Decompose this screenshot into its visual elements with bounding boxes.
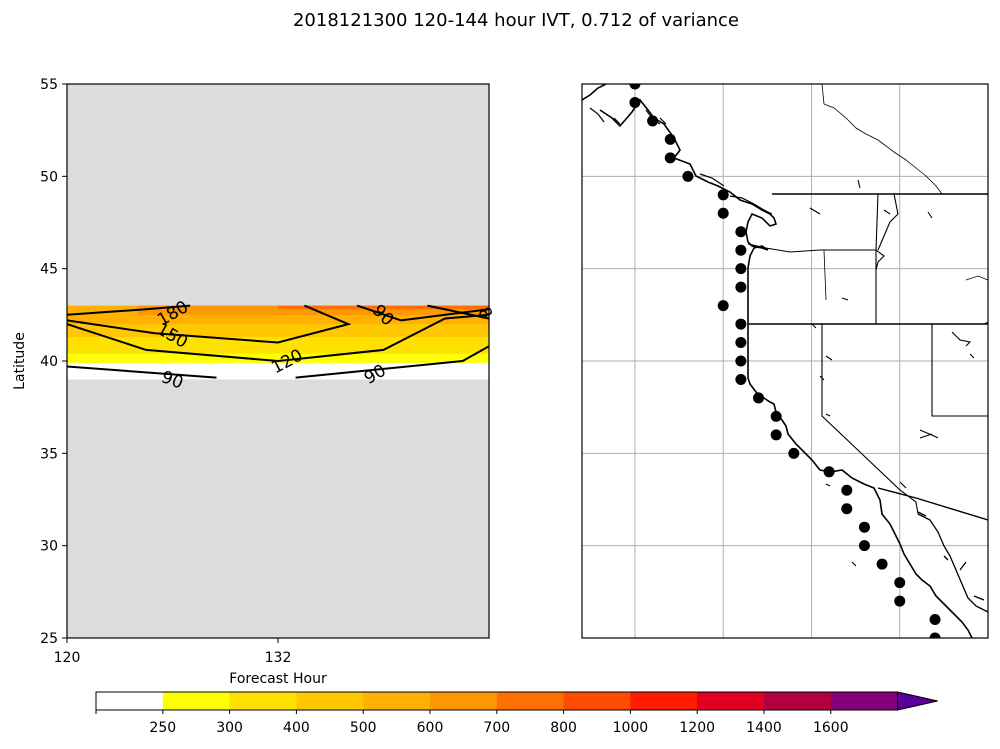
coastal-point bbox=[770, 410, 782, 422]
map-gridlines bbox=[582, 84, 988, 638]
lakes bbox=[809, 179, 975, 567]
coastal-point bbox=[753, 392, 765, 404]
map-axes-frame bbox=[581, 83, 989, 639]
colorbar-segment bbox=[563, 692, 631, 710]
border-idaho-west bbox=[875, 193, 899, 324]
coastal-point bbox=[735, 226, 747, 238]
coastal-point bbox=[841, 484, 853, 496]
colorbar-segment bbox=[764, 692, 832, 710]
coastal-point bbox=[735, 318, 747, 330]
colorbar-tick-label: 300 bbox=[216, 720, 243, 736]
contour-lines bbox=[67, 304, 489, 379]
coastal-point bbox=[929, 632, 941, 638]
coastal-point bbox=[717, 300, 729, 312]
coastal-point bbox=[894, 577, 906, 589]
contour-line-150 bbox=[67, 304, 352, 344]
colorbar-segment bbox=[697, 692, 765, 710]
coastal-point bbox=[770, 429, 782, 441]
colorbar-segment bbox=[830, 692, 899, 710]
coastal-point bbox=[841, 503, 853, 515]
coastal-point bbox=[735, 337, 747, 349]
coastal-point bbox=[664, 152, 676, 164]
y-tick-label: 55 bbox=[40, 77, 58, 93]
y-tick-label: 50 bbox=[40, 169, 58, 185]
colorbar-segment bbox=[296, 692, 364, 710]
y-tick-label: 25 bbox=[40, 631, 58, 647]
map-geography bbox=[582, 84, 988, 638]
coastal-point bbox=[858, 540, 870, 552]
coastal-point bbox=[788, 447, 800, 459]
x-axis-label: Forecast Hour bbox=[229, 671, 327, 687]
coastal-point bbox=[735, 263, 747, 275]
coastal-point bbox=[929, 614, 941, 626]
coastal-point bbox=[735, 355, 747, 367]
border-us-mexico bbox=[877, 487, 988, 521]
colorbar-segment bbox=[430, 692, 498, 710]
colorbar-tick-label: 1400 bbox=[746, 720, 782, 736]
coastline bbox=[582, 84, 973, 638]
colorbar-tick-label: 500 bbox=[350, 720, 377, 736]
y-axis-ticks: 25 30 35 40 45 50 55 bbox=[40, 77, 67, 647]
border-washington-oregon bbox=[747, 243, 885, 271]
coastal-point bbox=[735, 281, 747, 293]
colorbar-segments bbox=[95, 691, 938, 711]
y-tick-label: 45 bbox=[40, 262, 58, 278]
colorbar-tick-label: 1600 bbox=[813, 720, 849, 736]
coastal-point bbox=[664, 133, 676, 145]
contour-line-180 bbox=[67, 304, 191, 316]
colorbar-tick-label: 600 bbox=[417, 720, 444, 736]
colorbar-segment bbox=[363, 692, 431, 710]
colorbar-segment bbox=[96, 692, 164, 710]
contour-line-90 bbox=[67, 365, 217, 379]
colorbar-tick-label: 250 bbox=[149, 720, 176, 736]
coastal-point bbox=[717, 207, 729, 219]
x-axis-ticks: 120 132 bbox=[54, 638, 292, 666]
coastal-point bbox=[876, 558, 888, 570]
colorbar-tick-label: 700 bbox=[483, 720, 510, 736]
y-tick-label: 30 bbox=[40, 539, 58, 555]
coastal-point bbox=[682, 170, 694, 182]
fill-700-800 bbox=[278, 305, 489, 310]
coastal-points bbox=[629, 84, 941, 638]
colorbar-tick-label: 1200 bbox=[679, 720, 715, 736]
colorbar-segment bbox=[630, 692, 698, 710]
coastal-point bbox=[735, 373, 747, 385]
colorbar-extend-max bbox=[897, 691, 938, 711]
border-california-nevada bbox=[821, 324, 919, 515]
colorbar-segment bbox=[229, 692, 297, 710]
coastal-point bbox=[717, 189, 729, 201]
y-axis-label: Latitude bbox=[12, 332, 28, 390]
colorbar-segment bbox=[496, 692, 565, 710]
state-detail-lines bbox=[821, 84, 988, 325]
y-tick-label: 40 bbox=[40, 354, 58, 370]
coastal-point bbox=[735, 244, 747, 256]
colorbar-tick-label: 400 bbox=[283, 720, 310, 736]
colorbar: 250 300 400 500 600 700 800 1000 1200 1400 1600 bbox=[95, 691, 938, 736]
colorbar-ticks: 250 300 400 500 600 700 800 1000 1200 1400 1600 bbox=[95, 710, 849, 736]
colorbar-segment bbox=[162, 692, 231, 710]
chart-title: 2018121300 120-144 hour IVT, 0.712 of va… bbox=[293, 10, 739, 31]
contour-line-90 bbox=[295, 345, 489, 379]
x-tick-label: 132 bbox=[265, 650, 292, 666]
y-tick-label: 35 bbox=[40, 446, 58, 462]
coastal-point bbox=[858, 521, 870, 533]
colorbar-tick-label: 1000 bbox=[613, 720, 649, 736]
gulf-coastline bbox=[917, 511, 988, 613]
coastal-point bbox=[647, 115, 659, 127]
coastal-point bbox=[629, 96, 641, 108]
x-tick-label: 120 bbox=[54, 650, 81, 666]
coastal-point bbox=[823, 466, 835, 478]
coastal-point bbox=[629, 84, 641, 90]
map-panel bbox=[581, 83, 989, 639]
contour-line-90 bbox=[427, 304, 489, 320]
coastal-point bbox=[894, 595, 906, 607]
contour-line-120 bbox=[67, 313, 489, 363]
colorbar-tick-label: 800 bbox=[550, 720, 577, 736]
